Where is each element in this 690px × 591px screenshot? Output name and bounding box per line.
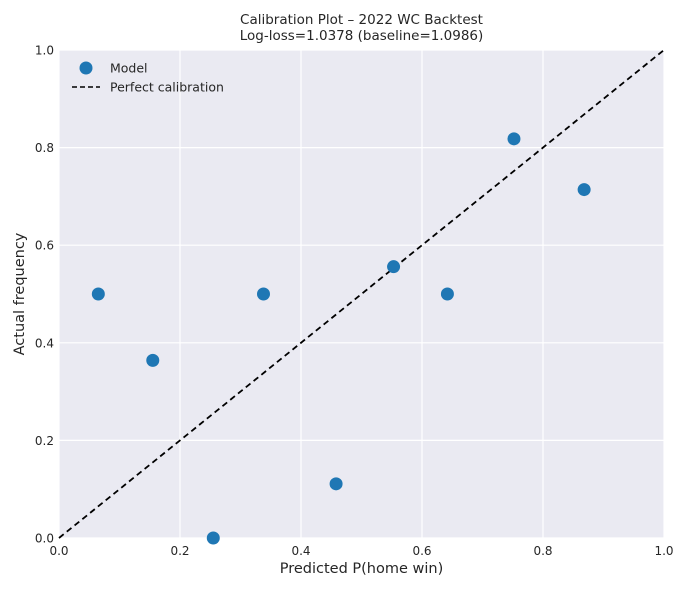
x-tick-label: 0.6 [412,544,431,558]
model-point [507,132,521,146]
model-point [256,287,270,301]
model-point [387,260,401,274]
y-tick-label: 1.0 [35,44,54,58]
model-point [206,531,220,545]
scatter-points [91,132,591,545]
chart-title: Calibration Plot – 2022 WC Backtest [240,12,483,28]
legend-marker-model [79,61,93,75]
model-point [146,353,160,367]
legend: Model Perfect calibration [72,61,224,95]
chart-subtitle: Log-loss=1.0378 (baseline=1.0986) [240,28,484,44]
y-tick-labels: 0.0 0.2 0.4 0.6 0.8 1.0 [35,44,54,546]
x-tick-label: 0.2 [170,544,189,558]
x-tick-label: 0.0 [49,544,68,558]
y-tick-label: 0.6 [35,239,54,253]
model-point [577,183,591,197]
legend-label-perfect-calibration: Perfect calibration [110,80,224,95]
y-axis-label: Actual frequency [12,232,28,355]
y-tick-label: 0.0 [35,532,54,546]
x-tick-labels: 0.0 0.2 0.4 0.6 0.8 1.0 [49,544,673,558]
x-axis-label: Predicted P(home win) [280,561,444,577]
x-tick-label: 0.4 [291,544,310,558]
legend-label-model: Model [110,61,148,76]
model-point [91,287,105,301]
plot-background [59,50,664,538]
y-tick-label: 0.2 [35,434,54,448]
y-tick-label: 0.8 [35,141,54,155]
y-tick-label: 0.4 [35,336,54,350]
model-point [329,477,343,491]
model-point [440,287,454,301]
x-tick-label: 1.0 [654,544,673,558]
x-tick-label: 0.8 [533,544,552,558]
grid-lines [58,49,665,539]
